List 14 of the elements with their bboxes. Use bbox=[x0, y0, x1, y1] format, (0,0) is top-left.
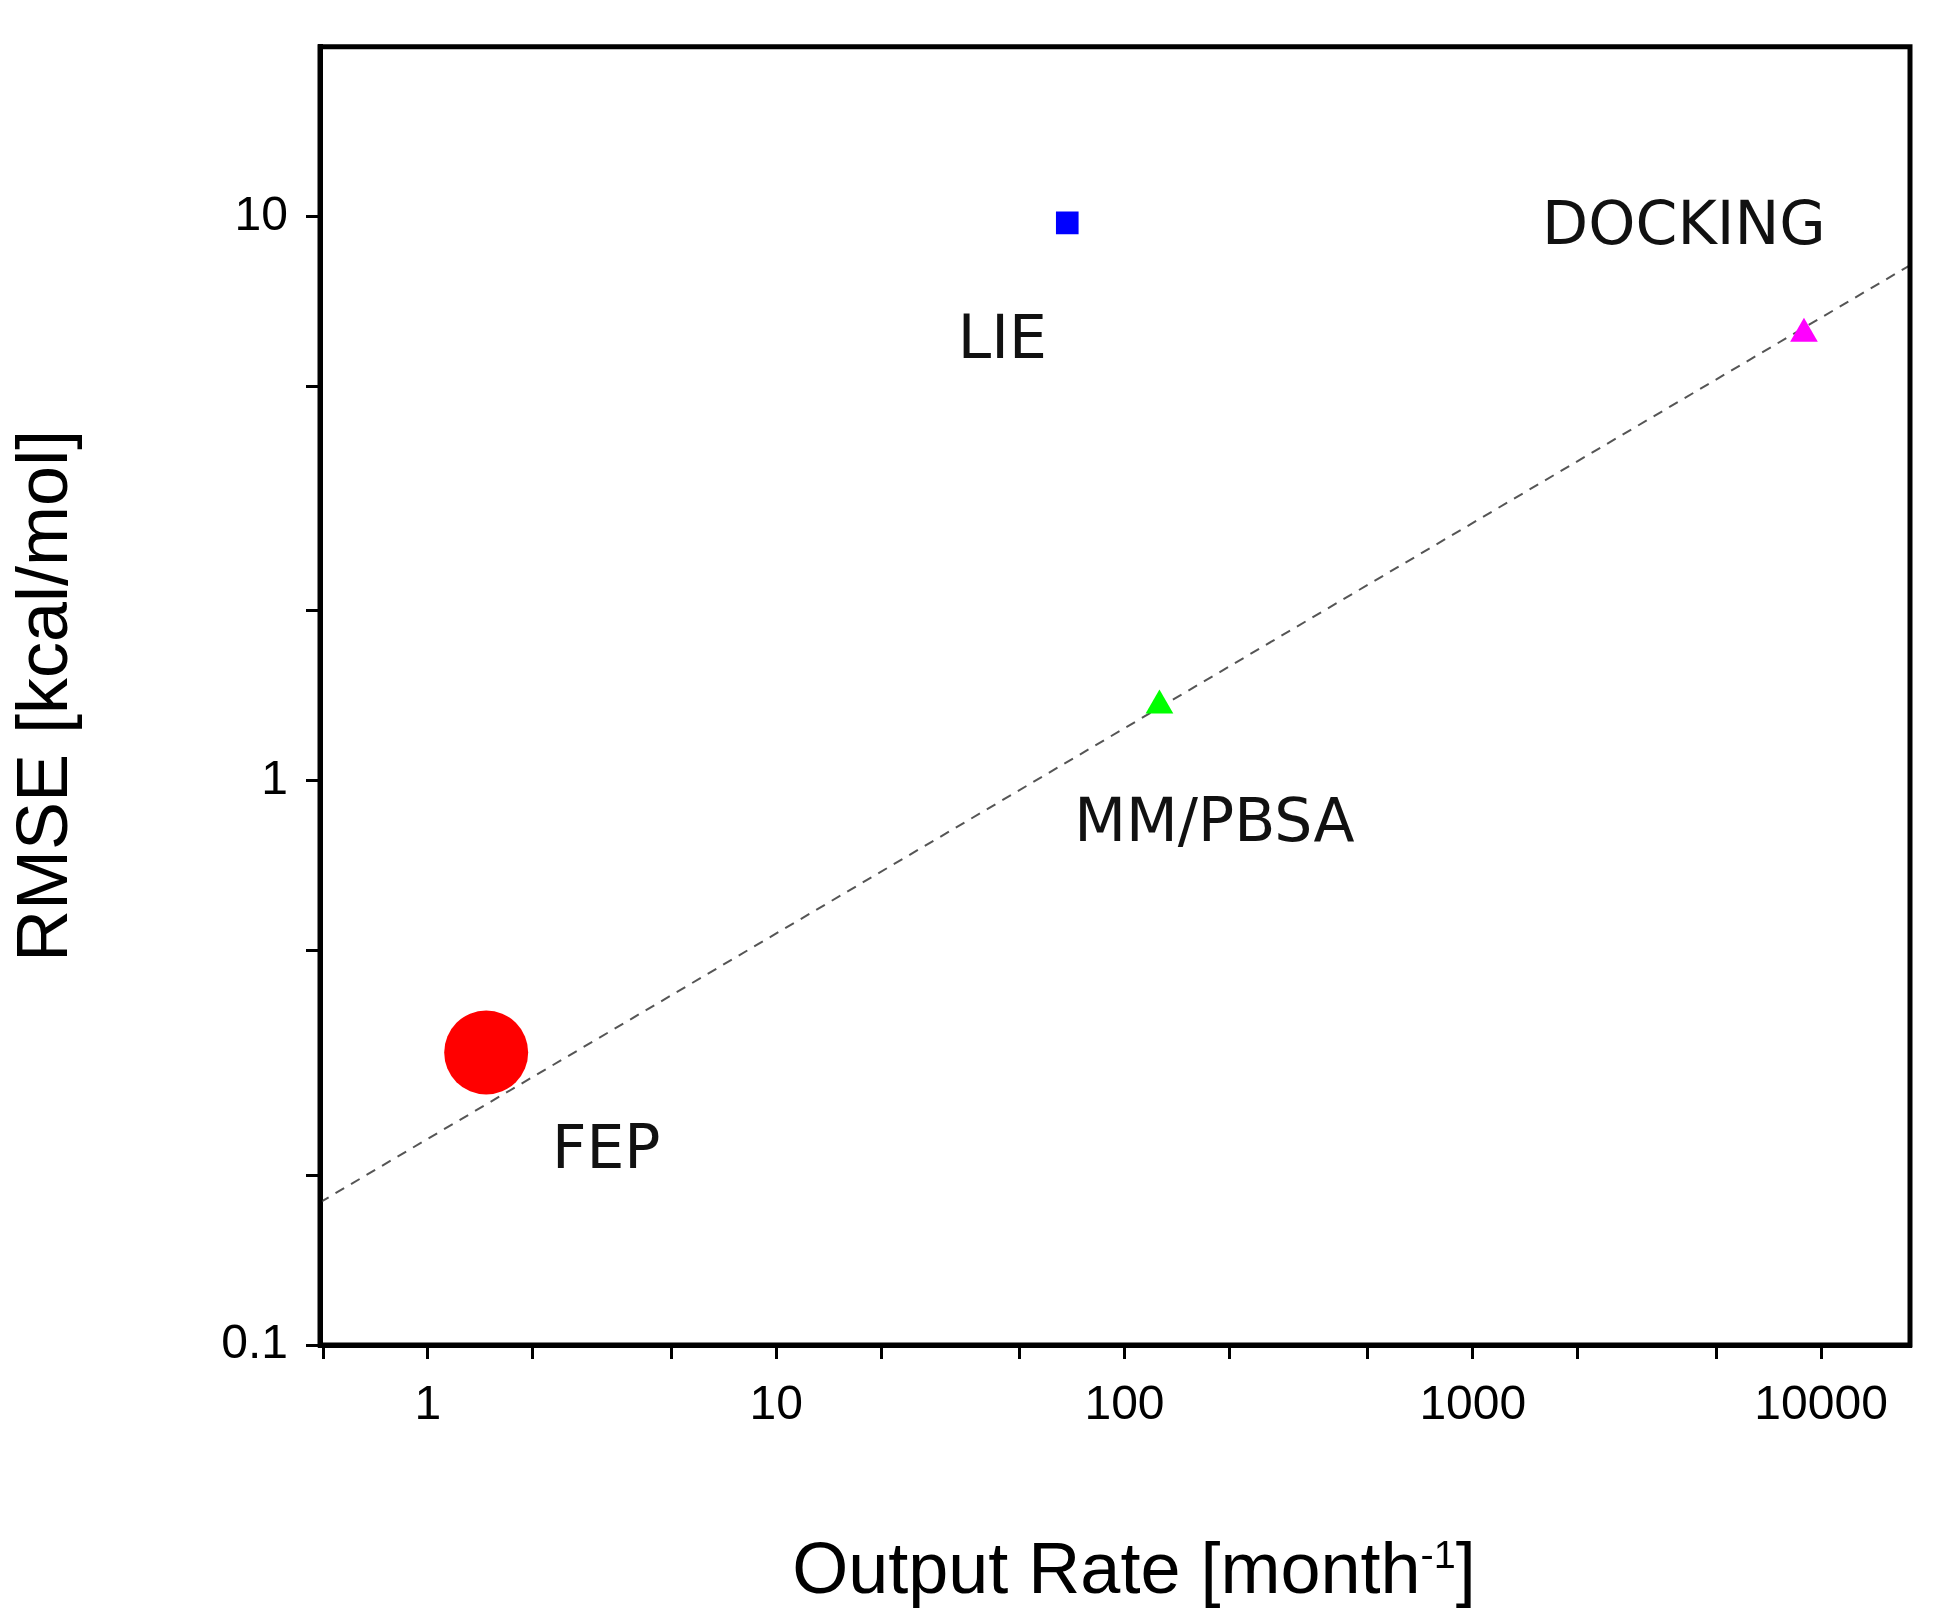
x-tick-label: 1000 bbox=[1419, 1376, 1527, 1430]
y-axis-title: RMSE [kcal/mol] bbox=[2, 429, 83, 962]
y-tick-label: 0.1 bbox=[221, 1315, 288, 1369]
x-tick-label: 10 bbox=[749, 1376, 803, 1430]
x-tick-label: 100 bbox=[1084, 1376, 1165, 1430]
y-tick-label: 10 bbox=[234, 186, 288, 240]
y-tick-label: 1 bbox=[261, 751, 288, 805]
x-tick-label: 1 bbox=[414, 1376, 442, 1430]
annotation: DOCKING bbox=[1542, 188, 1826, 259]
annotation: LIE bbox=[957, 302, 1047, 373]
annotation: MM/PBSA bbox=[1074, 785, 1355, 856]
x-tick-label: 10000 bbox=[1754, 1376, 1888, 1430]
annotation: FEP bbox=[551, 1112, 661, 1183]
x-axis-title: Output Rate [month$^{-1}$] bbox=[791, 1527, 1477, 1609]
